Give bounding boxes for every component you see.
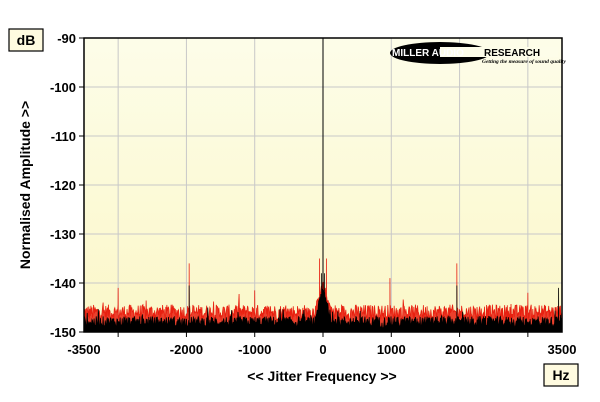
- logo-text: MILLER AUDIO: [392, 48, 464, 59]
- x-unit-label: Hz: [552, 367, 569, 383]
- x-axis-ticks: -3500 -2000 -1000 0 1000 2000 3500: [67, 332, 576, 357]
- x-tick-label: 1000: [377, 342, 406, 357]
- y-tick-label: -100: [50, 80, 76, 95]
- x-tick-label: 3500: [548, 342, 577, 357]
- logo-tagline: Getting the measure of sound quality: [482, 59, 566, 65]
- y-unit-label: dB: [17, 32, 36, 48]
- miller-audio-research-logo: MILLER AUDIO RESEARCH Getting the measur…: [390, 42, 566, 65]
- y-tick-label: -110: [51, 129, 76, 144]
- y-axis-ticks: -90 -100 -110 -120 -130 -140 -150: [50, 31, 84, 340]
- y-axis-title: Normalised Amplitude >>: [17, 101, 33, 269]
- x-tick-label: -3500: [67, 342, 100, 357]
- y-tick-label: -140: [50, 276, 76, 291]
- y-tick-label: -150: [50, 325, 76, 340]
- y-tick-label: -120: [50, 178, 76, 193]
- x-tick-label: 2000: [445, 342, 474, 357]
- y-unit-box: dB: [8, 28, 44, 52]
- x-axis-title: << Jitter Frequency >>: [247, 368, 396, 384]
- y-tick-label: -90: [57, 31, 76, 46]
- y-tick-label: -130: [50, 227, 76, 242]
- svg-text:RESEARCH: RESEARCH: [484, 48, 540, 59]
- x-tick-label: 0: [319, 342, 326, 357]
- x-tick-label: -2000: [170, 342, 203, 357]
- x-tick-label: -1000: [238, 342, 271, 357]
- x-unit-box: Hz: [543, 363, 579, 387]
